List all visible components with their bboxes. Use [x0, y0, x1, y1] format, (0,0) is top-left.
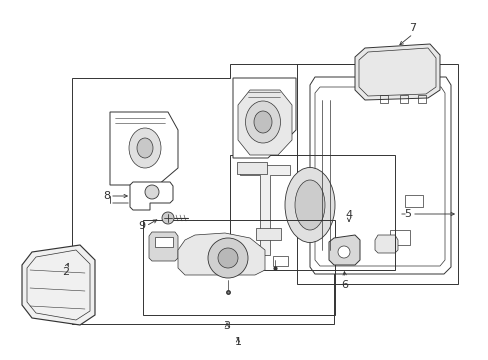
Polygon shape	[374, 235, 397, 253]
Text: 8: 8	[103, 191, 110, 201]
Ellipse shape	[285, 167, 334, 243]
Circle shape	[162, 212, 174, 224]
Bar	[417, 95, 425, 103]
Text: 7: 7	[408, 23, 416, 33]
Bar	[237, 162, 266, 174]
Text: 5: 5	[404, 209, 411, 219]
Text: 1: 1	[234, 337, 241, 347]
Polygon shape	[309, 77, 450, 274]
Bar	[142, 220, 334, 315]
Text: 4: 4	[345, 210, 352, 220]
Polygon shape	[232, 78, 295, 158]
Bar	[256, 228, 281, 240]
Circle shape	[218, 248, 238, 268]
Text: 6: 6	[341, 280, 348, 290]
Polygon shape	[238, 90, 291, 155]
Polygon shape	[130, 182, 173, 210]
Ellipse shape	[294, 180, 325, 230]
Bar	[404, 195, 422, 207]
Bar	[399, 95, 407, 103]
Polygon shape	[22, 245, 95, 325]
Text: 9: 9	[138, 221, 145, 231]
Bar	[379, 95, 387, 103]
Bar	[389, 230, 409, 245]
Ellipse shape	[245, 101, 280, 143]
Polygon shape	[149, 232, 178, 261]
Bar	[272, 256, 287, 266]
Ellipse shape	[253, 111, 271, 133]
Bar	[155, 237, 173, 247]
Polygon shape	[110, 112, 178, 185]
Bar	[296, 64, 457, 284]
Polygon shape	[178, 233, 264, 275]
Ellipse shape	[137, 138, 153, 158]
Polygon shape	[240, 165, 289, 255]
Text: 3: 3	[223, 321, 230, 331]
Polygon shape	[328, 235, 359, 265]
Text: 2: 2	[62, 267, 69, 277]
Circle shape	[207, 238, 247, 278]
Polygon shape	[354, 44, 439, 100]
Circle shape	[337, 246, 349, 258]
Bar	[229, 155, 394, 270]
Ellipse shape	[129, 128, 161, 168]
Circle shape	[145, 185, 159, 199]
